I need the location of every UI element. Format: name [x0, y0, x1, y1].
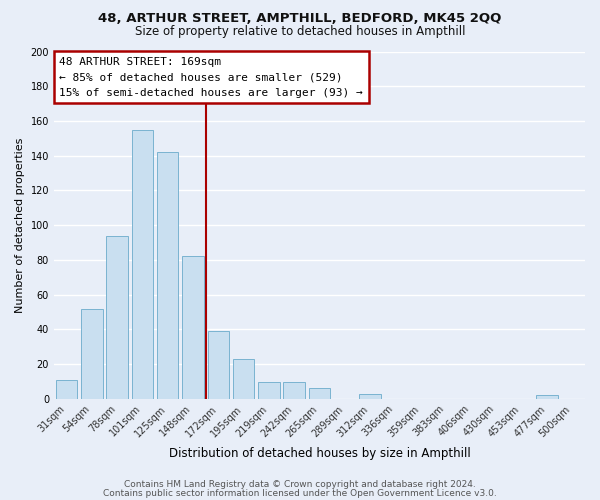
Text: Size of property relative to detached houses in Ampthill: Size of property relative to detached ho…	[135, 25, 465, 38]
Bar	[208, 331, 229, 399]
Bar	[283, 382, 305, 399]
Bar	[182, 256, 204, 399]
Text: 48, ARTHUR STREET, AMPTHILL, BEDFORD, MK45 2QQ: 48, ARTHUR STREET, AMPTHILL, BEDFORD, MK…	[98, 12, 502, 26]
Bar	[359, 394, 381, 399]
Text: 48 ARTHUR STREET: 169sqm
← 85% of detached houses are smaller (529)
15% of semi-: 48 ARTHUR STREET: 169sqm ← 85% of detach…	[59, 56, 363, 98]
Bar	[536, 396, 558, 399]
Bar	[233, 359, 254, 399]
Y-axis label: Number of detached properties: Number of detached properties	[15, 138, 25, 313]
Bar	[106, 236, 128, 399]
X-axis label: Distribution of detached houses by size in Ampthill: Distribution of detached houses by size …	[169, 447, 470, 460]
Bar	[157, 152, 178, 399]
Text: Contains HM Land Registry data © Crown copyright and database right 2024.: Contains HM Land Registry data © Crown c…	[124, 480, 476, 489]
Bar	[309, 388, 330, 399]
Bar	[258, 382, 280, 399]
Text: Contains public sector information licensed under the Open Government Licence v3: Contains public sector information licen…	[103, 488, 497, 498]
Bar	[56, 380, 77, 399]
Bar	[131, 130, 153, 399]
Bar	[81, 308, 103, 399]
